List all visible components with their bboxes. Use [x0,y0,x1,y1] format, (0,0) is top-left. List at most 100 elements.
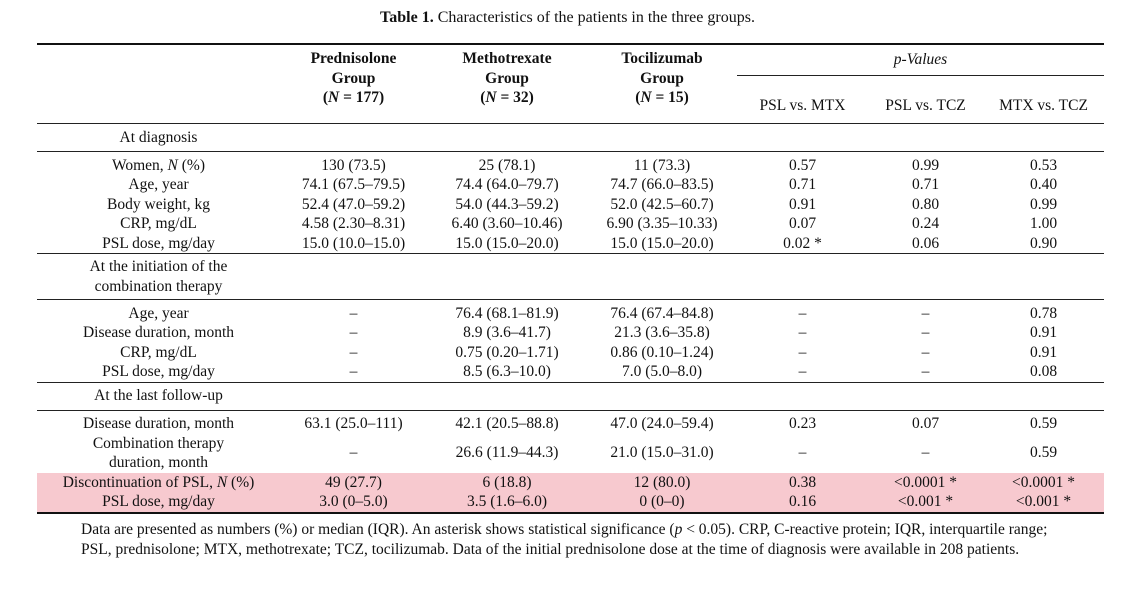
group-value-cell: 8.5 (6.3–10.0) [463,363,551,380]
group-value-cell: 26.6 (11.9–44.3) [455,444,559,462]
row-label: PSL dose, mg/day [102,234,215,252]
row-label: PSL dose, mg/day [102,363,215,380]
group-value-cell: 0.75 (0.20–1.71) [455,343,559,361]
section-header-diagnosis: At diagnosis [37,123,1104,152]
header-tocilizumab: Tocilizumab Group (N = 15) [587,44,737,124]
group-value-cell: 52.0 (42.5–60.7) [610,195,714,213]
p-value-cell: 0.59 [1029,444,1058,462]
group-value-cell: 6 (18.8) [427,472,587,492]
p-value-cell: 0.40 [1029,176,1058,193]
table-caption: Table 1. Characteristics of the patients… [0,7,1135,29]
row-label: CRP, mg/dL [120,343,197,361]
group-value-cell: – [349,444,358,462]
section-title-diagnosis: At diagnosis [119,128,198,146]
p-value-cell: 0.90 [1029,234,1058,252]
table-row: Body weight, kg 52.4 (47.0–59.2) 54.0 (44.… [37,195,1104,215]
group-value-cell: 52.4 (47.0–59.2) [301,195,406,213]
p-value-cell: 0.16 [737,492,868,513]
p-value-cell: – [921,304,930,322]
table-row: Age, year – 76.4 (68.1–81.9) 76.4 (67.4–84.… [37,304,1104,324]
group-value-cell: 42.1 (20.5–88.8) [455,415,559,432]
row-label: CRP, mg/dL [120,215,197,232]
p-value-cell: <0.001 * [868,492,983,513]
header-psl-vs-tcz: PSL vs. TCZ [885,96,966,114]
group-value-cell: 0 (0–0) [587,492,737,513]
p-value-cell: 0.06 [911,234,940,252]
p-value-cell: 0.78 [1029,304,1058,322]
group-value-cell: 15.0 (10.0–15.0) [301,234,406,252]
p-value-cell: – [921,324,930,341]
group-value-cell: – [349,324,358,341]
table-row: CRP, mg/dL 4.58 (2.30–8.31) 6.40 (3.60–10.… [37,214,1104,234]
section-title-initiation: At the initiation of the combination ther… [89,258,228,295]
header-mtx-vs-tcz: MTX vs. TCZ [999,96,1088,114]
p-value-cell: – [798,304,807,322]
p-value-cell: 0.59 [1029,415,1058,432]
header-row-2: PSL vs. MTX PSL vs. TCZ MTX vs. TCZ [37,76,1104,124]
footnote-text: Data are presented as numbers (%) or med… [81,521,1048,558]
table-row: CRP, mg/dL – 0.75 (0.20–1.71) 0.86 (0.10–1.… [37,343,1104,363]
group-value-cell: – [349,363,358,380]
p-value-cell: 0.08 [1029,363,1058,380]
p-value-cell: – [798,444,807,462]
header-prednisolone-n: (N = 177) [322,89,385,106]
header-methotrexate-n: (N = 32) [480,89,534,106]
p-value-cell: – [921,343,930,361]
group-value-cell: – [349,304,358,322]
group-value-cell: 11 (73.3) [633,156,691,174]
p-value-cell: 0.57 [788,156,817,174]
header-empty [37,44,280,124]
p-value-cell: 0.71 [911,176,940,193]
group-value-cell: 76.4 (68.1–81.9) [455,304,559,322]
section-title-lastfollowup: At the last follow-up [94,387,223,405]
group-value-cell: 74.7 (66.0–83.5) [610,176,714,193]
p-value-cell: – [921,363,930,380]
p-value-cell: 1.00 [1029,215,1058,232]
row-label: Body weight, kg [107,195,210,213]
p-value-cell: <0.001 * [983,492,1104,513]
header-tocilizumab-n: (N = 15) [635,89,689,106]
section-header-initiation: At the initiation of the combination ther… [37,253,1104,300]
header-psl-vs-mtx: PSL vs. MTX [759,96,846,114]
group-value-cell: 6.90 (3.35–10.33) [606,215,718,232]
row-label: Age, year [128,304,189,322]
header-row-1: Prednisolone Group (N = 177) Methotrexat… [37,44,1104,106]
caption-text: Characteristics of the patients in the t… [437,9,755,26]
p-value-cell: – [798,343,807,361]
table-footnote: Data are presented as numbers (%) or med… [81,520,1081,559]
table-row: Age, year 74.1 (67.5–79.5) 74.4 (64.0–79.7… [37,175,1104,195]
row-label: Disease duration, month [82,415,235,432]
group-value-cell: 74.1 (67.5–79.5) [301,176,406,193]
table-row: Women, N (%) 130 (73.5) 25 (78.1) 11 (73.3)… [37,156,1104,176]
p-value-cell: 0.91 [1029,324,1058,341]
table-row: PSL dose, mg/day 15.0 (10.0–15.0) 15.0 (15… [37,234,1104,254]
p-value-cell: – [798,324,807,341]
table-row: PSL dose, mg/day – 8.5 (6.3–10.0) 7.0 (5.0–… [37,362,1104,382]
group-value-cell: 12 (80.0) [587,472,737,492]
p-value-cell: – [798,363,807,380]
p-value-cell: 0.91 [788,195,817,213]
p-value-cell: 0.91 [1029,343,1058,361]
row-label: PSL dose, mg/day [37,492,280,513]
header-methotrexate: Methotrexate Group (N = 32) [427,44,587,124]
group-value-cell: 3.5 (1.6–6.0) [427,492,587,513]
row-spacer [37,299,1104,304]
group-value-cell: 54.0 (44.3–59.2) [455,195,559,213]
row-label: Discontinuation of PSL, N (%) [37,472,280,492]
group-value-cell: 49 (27.7) [280,472,427,492]
table-row: PSL dose, mg/day 3.0 (0–5.0) 3.5 (1.6–6.0)… [37,492,1104,513]
group-value-cell: 8.9 (3.6–41.7) [463,324,551,341]
p-value-cell: 0.38 [737,472,868,492]
group-value-cell: 21.0 (15.0–31.0) [610,444,714,462]
group-value-cell: 0.86 (0.10–1.24) [610,343,714,361]
row-label: Women, N (%) [111,156,206,174]
caption-label: Table 1. [380,9,434,26]
p-value-cell: – [921,444,930,462]
group-value-cell: 130 (73.5) [321,156,386,174]
group-value-cell: 63.1 (25.0–111) [304,415,403,432]
table-row: Disease duration, month – 8.9 (3.6–41.7) 21… [37,323,1104,343]
group-value-cell: 25 (78.1) [478,156,536,174]
p-value-cell: 0.71 [788,176,817,193]
row-label: Combination therapy duration, month [92,434,225,472]
